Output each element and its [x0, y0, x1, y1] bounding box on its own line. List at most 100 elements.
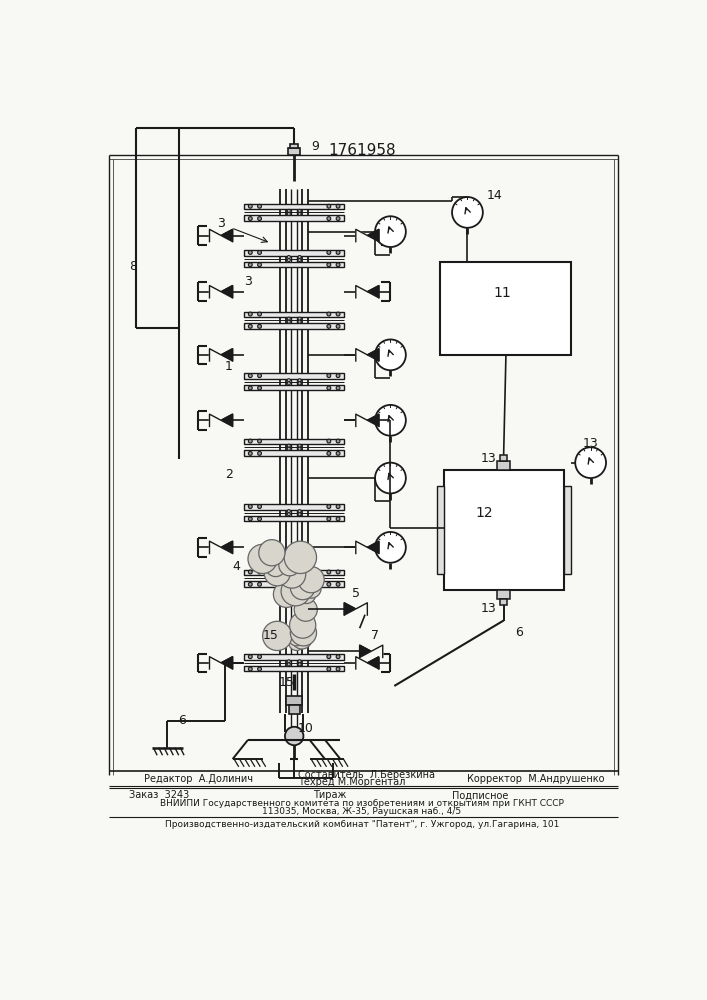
Polygon shape — [221, 657, 233, 669]
Circle shape — [336, 517, 340, 521]
Polygon shape — [368, 657, 379, 669]
Bar — [244, 373, 344, 379]
Polygon shape — [221, 541, 233, 554]
Circle shape — [336, 251, 340, 254]
Circle shape — [327, 251, 331, 254]
Text: 15: 15 — [279, 676, 294, 689]
Circle shape — [291, 575, 315, 600]
Circle shape — [301, 578, 321, 598]
Bar — [563, 486, 571, 574]
Polygon shape — [209, 349, 221, 361]
Text: Редактор  А.Долинич: Редактор А.Долинич — [144, 774, 253, 784]
Circle shape — [327, 217, 331, 220]
Circle shape — [248, 374, 252, 378]
Circle shape — [257, 570, 262, 574]
Circle shape — [336, 582, 340, 586]
Circle shape — [274, 581, 300, 607]
Bar — [244, 570, 344, 575]
Polygon shape — [209, 414, 221, 426]
Circle shape — [248, 324, 252, 328]
Circle shape — [248, 544, 277, 574]
Polygon shape — [371, 645, 382, 657]
Circle shape — [262, 621, 292, 651]
Text: ВНИИПИ Государственного комитета по изобретениям и открытиям при ГКНТ СССР: ВНИИПИ Государственного комитета по изоб… — [160, 799, 564, 808]
Text: 10: 10 — [298, 722, 314, 735]
Circle shape — [266, 557, 286, 577]
Circle shape — [336, 312, 340, 316]
Circle shape — [257, 217, 262, 220]
Bar — [244, 204, 344, 209]
Circle shape — [298, 513, 301, 516]
Circle shape — [452, 197, 483, 228]
Circle shape — [298, 317, 301, 320]
Circle shape — [248, 582, 252, 586]
Circle shape — [257, 655, 262, 659]
Circle shape — [257, 251, 262, 254]
Bar — [444, 470, 563, 590]
Circle shape — [298, 212, 301, 215]
Polygon shape — [209, 541, 221, 554]
Text: 13: 13 — [583, 437, 599, 450]
Polygon shape — [360, 645, 371, 657]
Circle shape — [257, 582, 262, 586]
Bar — [244, 250, 344, 256]
Polygon shape — [356, 541, 368, 554]
Bar — [244, 504, 344, 510]
Circle shape — [257, 263, 262, 267]
Circle shape — [298, 660, 301, 663]
Circle shape — [287, 660, 291, 663]
Circle shape — [248, 312, 252, 316]
Text: 5: 5 — [352, 587, 360, 600]
Circle shape — [288, 631, 304, 646]
Circle shape — [327, 439, 331, 443]
Bar — [286, 696, 302, 705]
Circle shape — [336, 570, 340, 574]
Circle shape — [287, 320, 291, 323]
Circle shape — [298, 575, 301, 578]
Text: 1: 1 — [225, 360, 233, 373]
Circle shape — [287, 212, 291, 215]
Polygon shape — [209, 657, 221, 669]
Circle shape — [281, 577, 310, 606]
Polygon shape — [368, 349, 379, 361]
Circle shape — [248, 386, 252, 390]
Bar — [244, 215, 344, 221]
Circle shape — [327, 655, 331, 659]
Circle shape — [284, 541, 317, 574]
Circle shape — [375, 339, 406, 370]
Circle shape — [287, 444, 291, 447]
Circle shape — [287, 317, 291, 320]
Circle shape — [287, 513, 291, 516]
Polygon shape — [368, 229, 379, 242]
Text: 14: 14 — [486, 189, 503, 202]
Circle shape — [298, 320, 301, 323]
Circle shape — [327, 667, 331, 671]
Text: 7: 7 — [371, 629, 379, 642]
Polygon shape — [221, 229, 233, 242]
Circle shape — [287, 447, 291, 450]
Circle shape — [298, 663, 301, 666]
Bar — [437, 486, 444, 574]
Circle shape — [287, 209, 291, 212]
Circle shape — [327, 263, 331, 267]
Circle shape — [287, 382, 291, 385]
Circle shape — [264, 560, 291, 586]
Polygon shape — [368, 286, 379, 298]
Circle shape — [248, 505, 252, 508]
Circle shape — [285, 727, 303, 745]
Circle shape — [327, 312, 331, 316]
Circle shape — [248, 517, 252, 521]
Circle shape — [336, 386, 340, 390]
Text: Тираж: Тираж — [313, 790, 347, 800]
Polygon shape — [344, 603, 356, 615]
Text: 15: 15 — [263, 629, 279, 642]
Polygon shape — [356, 349, 368, 361]
Circle shape — [288, 635, 304, 651]
Circle shape — [298, 259, 301, 262]
Circle shape — [375, 532, 406, 563]
Text: 8: 8 — [129, 260, 136, 273]
Circle shape — [298, 444, 301, 447]
Circle shape — [248, 217, 252, 220]
Circle shape — [287, 663, 291, 666]
Circle shape — [336, 505, 340, 508]
